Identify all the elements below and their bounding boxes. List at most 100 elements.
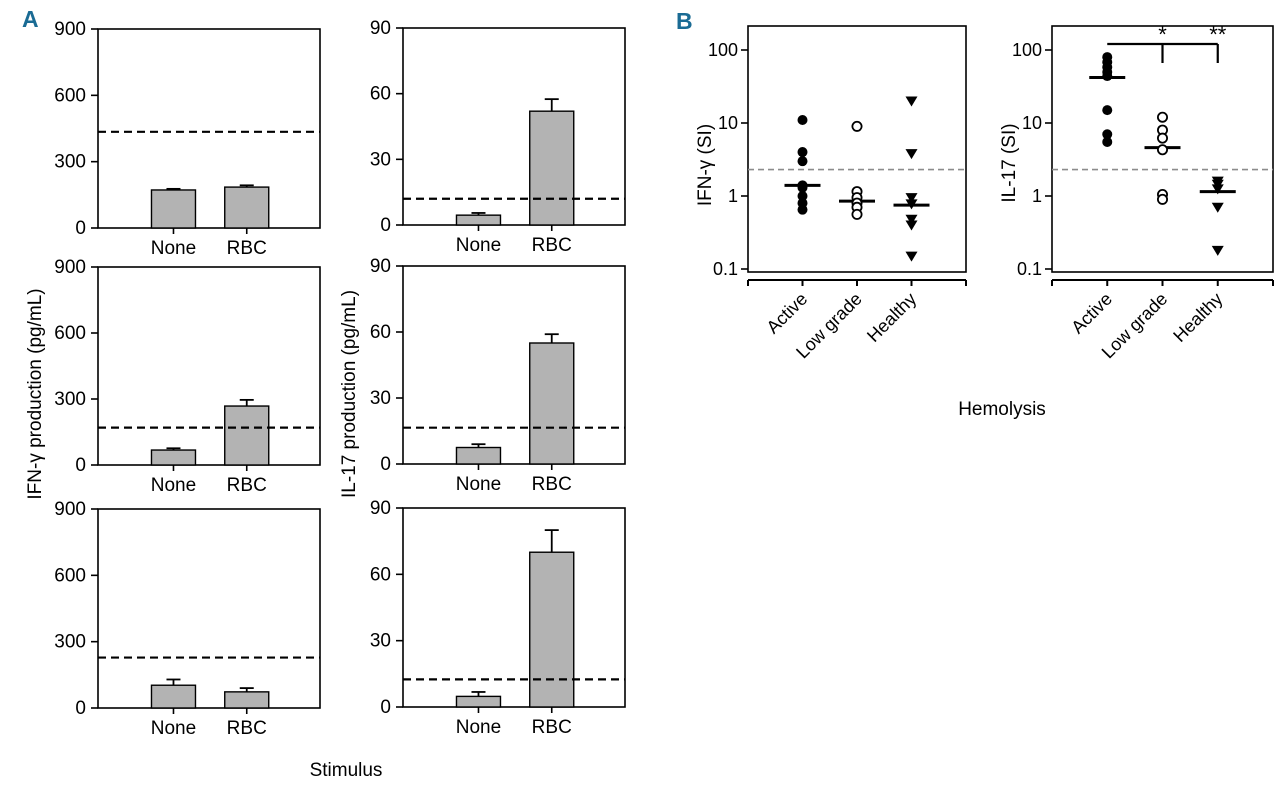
hemolysis-axis-label: Hemolysis	[958, 399, 1046, 420]
y-tick-label: 600	[54, 323, 86, 344]
plot-box	[97, 508, 321, 709]
significance-stars: **	[1209, 22, 1227, 47]
y-tick-label: 600	[54, 85, 86, 106]
x-axis: None RBC	[151, 228, 267, 259]
scatter-point	[905, 149, 918, 160]
y-tick-label: 10	[718, 113, 738, 133]
scatter-point	[1157, 132, 1169, 144]
series-low-grade	[1144, 111, 1181, 205]
y-tick-label: 300	[54, 632, 86, 653]
y-axis: 0.1 1 10 100	[708, 40, 748, 279]
bar-rbc	[529, 551, 575, 708]
x-tick-label: None	[456, 717, 501, 738]
scatter-point	[905, 193, 918, 204]
scatter-point	[1211, 184, 1224, 195]
y-tick-label: 0	[75, 218, 86, 239]
scatter-point	[1211, 202, 1224, 213]
x-tick-label: Healthy	[863, 289, 920, 346]
y-tick-label: 0.1	[1017, 259, 1042, 279]
x-tick-label: None	[151, 238, 196, 259]
plot-box	[747, 25, 967, 273]
x-tick-label: None	[151, 475, 196, 496]
ifng-si-axis-label: IFN-γ (SI)	[695, 123, 716, 207]
scatter-point	[797, 191, 808, 201]
x-tick-label: None	[456, 235, 501, 256]
bar-rbc	[529, 342, 575, 465]
plot-box	[402, 265, 626, 465]
scatter-point	[1102, 71, 1113, 82]
y-tick-label: 100	[708, 40, 738, 60]
ifng-production-axis-label: IFN-γ production (pg/mL)	[25, 288, 46, 500]
scatter-point	[905, 251, 918, 262]
bar-rbc	[224, 186, 270, 229]
y-tick-label: 300	[54, 389, 86, 410]
scatter-point	[797, 156, 808, 167]
bar-none	[455, 214, 502, 226]
scatter-point	[905, 214, 918, 225]
scatter-point	[797, 182, 808, 193]
scatter-point	[851, 120, 863, 132]
x-tick-label: Healthy	[1169, 289, 1226, 346]
scatter-point	[1211, 245, 1224, 256]
scatter-point	[905, 220, 918, 231]
scatter-point	[797, 114, 808, 125]
plot-box	[402, 27, 626, 226]
y-tick-label: 30	[370, 388, 391, 409]
y-tick-label: 90	[370, 18, 391, 39]
plot-box	[1051, 25, 1274, 273]
x-axis: None RBC	[456, 464, 572, 495]
scatter-point	[905, 199, 918, 210]
y-tick-label: 1	[1032, 186, 1042, 206]
y-tick-label: 900	[54, 257, 86, 278]
y-axis: 0 300 600 900	[54, 19, 98, 239]
plot-box	[97, 28, 321, 229]
chart-a2: 0 30 60 90 None RBC	[370, 18, 626, 256]
x-axis: None RBC	[151, 708, 267, 739]
y-axis: 0 300 600 900	[54, 257, 98, 476]
y-tick-label: 900	[54, 499, 86, 520]
y-tick-label: 0	[380, 697, 391, 718]
series-healthy	[1199, 176, 1236, 256]
y-tick-label: 60	[370, 564, 391, 585]
bar-none	[455, 695, 502, 708]
scatter-point	[1157, 144, 1169, 156]
y-tick-label: 30	[370, 631, 391, 652]
chart-a4: 0 30 60 90 None RBC	[370, 256, 626, 495]
series-active	[784, 114, 821, 215]
y-tick-label: 90	[370, 498, 391, 519]
significance-stars: *	[1158, 22, 1167, 47]
y-tick-label: 60	[370, 84, 391, 105]
series-healthy	[893, 96, 930, 262]
y-axis: 0 30 60 90	[370, 256, 403, 475]
x-axis: None RBC	[456, 225, 572, 256]
panel-b-label: B	[676, 8, 693, 34]
y-tick-label: 30	[370, 149, 391, 170]
bar-rbc	[224, 691, 270, 709]
x-tick-label: Active	[1067, 289, 1116, 338]
y-axis: 0 30 60 90	[370, 18, 403, 236]
y-tick-label: 0	[75, 698, 86, 719]
y-tick-label: 1	[728, 186, 738, 206]
x-tick-label: Active	[763, 289, 812, 338]
scatter-point	[851, 208, 863, 220]
y-axis: 0.1 1 10 100	[1012, 40, 1052, 279]
chart-a3: 0 300 600 900 None RBC	[54, 257, 321, 496]
bar-none	[150, 189, 197, 229]
scatter-point	[1157, 193, 1169, 205]
x-axis: None RBC	[151, 465, 267, 496]
bar-none	[455, 446, 502, 465]
y-axis: 0 30 60 90	[370, 498, 403, 718]
scatter-point	[1102, 129, 1113, 140]
stimulus-axis-label: Stimulus	[309, 760, 383, 781]
y-tick-label: 600	[54, 565, 86, 586]
scatter-point	[905, 96, 918, 107]
y-tick-label: 60	[370, 322, 391, 343]
x-tick-label: None	[456, 474, 501, 495]
bar-none	[150, 684, 197, 709]
scatter-point	[1102, 105, 1113, 116]
il17-production-axis-label: IL-17 production (pg/mL)	[339, 289, 360, 499]
